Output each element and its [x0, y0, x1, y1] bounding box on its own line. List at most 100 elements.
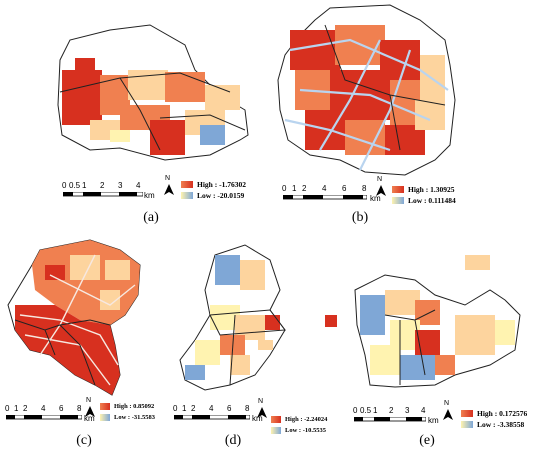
km-label: km [144, 191, 155, 200]
panel-e: 0 0.5 1 2 3 4 km N High : 0.172576 Low :… [315, 235, 550, 464]
scale-tick: 4 [322, 184, 327, 193]
panel-c: 0 1 2 4 6 8 km N High : 0.85092 Low : -3… [0, 235, 170, 464]
caption-a: (a) [143, 210, 159, 225]
road-network-b [284, 38, 449, 171]
scale-tick: 0 [5, 404, 10, 413]
north-arrow-icon [376, 185, 386, 196]
legend-high-swatch [392, 186, 404, 193]
scale-bar-graphic [174, 415, 250, 420]
legend-low-swatch [271, 427, 281, 434]
scale-tick: 0 [353, 406, 358, 415]
km-label: km [84, 414, 95, 423]
legend-d: High : -2.24024 Low : -10.5535 [271, 415, 327, 437]
scale-tick: 2 [100, 181, 105, 190]
scale-tick: 0.5 [69, 181, 81, 190]
legend-low-label: Low : -31.5583 [114, 414, 155, 421]
caption-e: (e) [419, 433, 435, 448]
map-c [7, 239, 141, 396]
scale-tick: 3 [118, 181, 123, 190]
legend-low-swatch [392, 197, 404, 204]
scale-tick: 8 [77, 404, 82, 413]
map-d [179, 244, 286, 391]
heat-patches-e [325, 255, 515, 380]
scale-bar-graphic [354, 417, 426, 422]
legend-high-swatch [181, 181, 193, 188]
panel-b: 0 1 2 4 6 8 km N High : 1.30925 Low : 0.… [270, 0, 550, 235]
north-arrow-a: N [163, 175, 177, 196]
scale-tick: 4 [41, 404, 46, 413]
north-arrow-b: N [375, 176, 389, 197]
scale-bar-graphic [283, 195, 367, 200]
north-arrow-icon [443, 409, 453, 420]
north-label: N [377, 176, 383, 183]
scale-tick: 1 [82, 181, 87, 190]
scale-tick: 2 [389, 406, 394, 415]
legend-high-label: High : 0.85092 [114, 403, 155, 410]
scale-tick: 0 [282, 184, 287, 193]
scale-tick: 6 [227, 404, 232, 413]
legend-high-swatch [100, 403, 110, 410]
north-arrow-e: N [442, 400, 456, 421]
legend-high-swatch [271, 416, 281, 423]
legend-low-swatch [181, 192, 193, 199]
scale-tick: 1 [292, 184, 297, 193]
scale-tick: 8 [362, 184, 367, 193]
north-label: N [86, 397, 92, 404]
north-arrow-c: N [84, 397, 98, 418]
scale-tick: 4 [136, 181, 141, 190]
north-arrow-icon [85, 406, 95, 417]
scale-tick: 2 [23, 404, 28, 413]
legend-high-label: High : -2.24024 [285, 416, 328, 423]
scale-tick: 0 [173, 404, 178, 413]
scalebar-a: 0 0.5 1 2 3 4 km [62, 182, 157, 212]
scale-tick: 6 [342, 184, 347, 193]
scale-bar-graphic [6, 415, 82, 420]
north-label: N [165, 175, 171, 182]
legend-low-swatch [100, 414, 110, 421]
scale-bar-graphic [63, 192, 143, 197]
legend-high-label: High : -1.76302 [197, 180, 246, 189]
scale-tick: 4 [421, 406, 426, 415]
north-arrow-icon [164, 184, 174, 195]
km-label: km [252, 414, 263, 423]
scale-tick: 1 [14, 404, 19, 413]
caption-b: (b) [351, 210, 369, 225]
legend-low-label: Low : -20.0159 [197, 191, 245, 200]
map-a [57, 24, 249, 161]
legend-e: High : 0.172576 Low : -3.38558 [461, 409, 527, 431]
legend-high-label: High : 1.30925 [408, 185, 455, 194]
scale-tick: 0 [62, 181, 67, 190]
legend-low-label: Low : -10.5535 [285, 427, 326, 434]
scale-tick: 2 [302, 184, 307, 193]
scalebar-c: 0 1 2 4 6 8 km [5, 405, 100, 435]
legend-b: High : 1.30925 Low : 0.111484 [392, 185, 456, 207]
panel-a: 0 0.5 1 2 3 4 km N High : -1.76302 Low :… [0, 0, 270, 235]
panel-d: 0 1 2 4 6 8 km N High : -2.24024 Low : -… [170, 235, 327, 464]
legend-high-label: High : 0.172576 [477, 409, 528, 418]
legend-low-label: Low : 0.111484 [408, 196, 456, 205]
caption-d: (d) [224, 433, 242, 448]
heat-patches-c [15, 240, 140, 395]
legend-low-label: Low : -3.38558 [477, 420, 525, 429]
scalebar-e: 0 0.5 1 2 3 4 km [353, 407, 448, 437]
scalebar-b: 0 1 2 4 6 8 km [282, 185, 387, 215]
scale-tick: 3 [405, 406, 410, 415]
km-label: km [428, 416, 439, 425]
km-label: km [370, 194, 381, 203]
map-e [325, 255, 521, 388]
legend-high-swatch [461, 410, 473, 417]
north-arrow-icon [257, 407, 267, 418]
north-label: N [444, 400, 450, 407]
north-label: N [258, 398, 264, 405]
map-b [277, 4, 456, 176]
legend-low-swatch [461, 421, 473, 428]
caption-c: (c) [76, 433, 92, 448]
scale-tick: 4 [209, 404, 214, 413]
scale-tick: 0.5 [360, 406, 372, 415]
legend-a: High : -1.76302 Low : -20.0159 [181, 180, 246, 202]
scale-tick: 8 [245, 404, 250, 413]
north-arrow-d: N [256, 398, 270, 419]
legend-c: High : 0.85092 Low : -31.5583 [100, 402, 155, 424]
scale-tick: 1 [373, 406, 378, 415]
scale-tick: 6 [59, 404, 64, 413]
